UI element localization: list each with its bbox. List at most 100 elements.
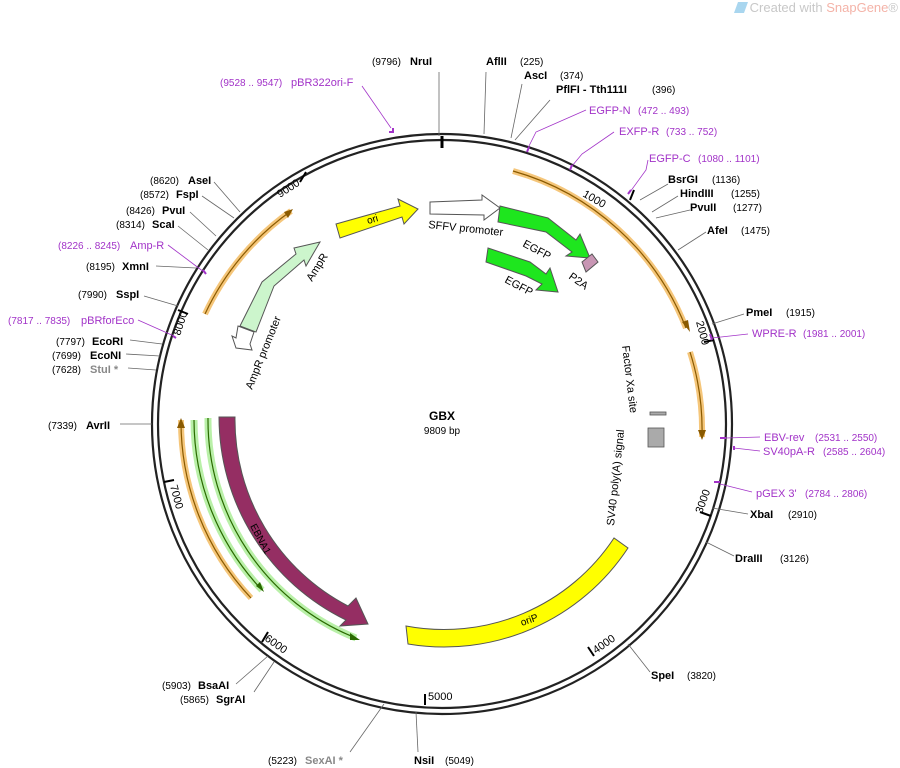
leader-scai [177, 225, 209, 251]
enzyme-name-asei: AseI [188, 175, 211, 187]
plasmid-name: GBX [429, 409, 455, 423]
enzyme-pos-nsii: (5049) [445, 756, 474, 767]
primer-name-amp-r: Amp-R [130, 240, 164, 252]
primer-range-egfp-c: (1080 .. 1101) [698, 154, 760, 165]
leader-sspi [143, 295, 179, 307]
leader-bsaai [235, 655, 269, 685]
watermark: Created with SnapGene® [733, 0, 898, 15]
tick-3000 [699, 511, 712, 517]
primer-leader-lines [137, 85, 761, 493]
enzyme-name-stui: StuI * [90, 364, 119, 376]
primer-name-ebv-rev: EBV-rev [764, 432, 805, 444]
watermark-brand: SnapGene [826, 0, 889, 15]
primer-name-sv40pa-r: SV40pA-R [763, 446, 815, 458]
primer-leader-egfp-c [629, 159, 649, 193]
primer-range-ebv-rev: (2531 .. 2550) [815, 433, 877, 444]
enzyme-pos-draiii: (3126) [780, 554, 809, 565]
primer-name-pbrforeco: pBRforEco [81, 315, 134, 327]
enzyme-name-avrii: AvrII [86, 420, 110, 432]
primer-mark-wpre-r [709, 333, 713, 341]
enzyme-name-sexai: SexAI * [305, 755, 344, 767]
primer-name-egfp-n: EGFP-N [589, 105, 631, 117]
enzyme-pos-pflfi-tth111i: (396) [652, 85, 675, 96]
primer-leader-wpre-r [711, 333, 749, 339]
orf-arc-2 [687, 351, 706, 438]
enzyme-pos-bsrgi: (1136) [712, 175, 740, 186]
primer-mark-pbr322ori-f [389, 128, 394, 133]
watermark-prefix: Created with [749, 0, 827, 15]
enzyme-name-draiii: DraIII [735, 553, 763, 565]
leader-pmei [711, 313, 745, 325]
enzyme-pos-xmni: (8195) [86, 262, 115, 273]
orf-arc-1-head [682, 320, 690, 332]
enzyme-pos-sexai: (5223) [268, 756, 297, 767]
enzyme-pos-econi: (7699) [52, 351, 81, 362]
leader-xmni [155, 265, 197, 269]
primer-leader-pgex3 [719, 483, 753, 493]
feature-label-p2a: P2A [566, 271, 590, 293]
enzyme-name-pflfi-tth111i: PflFI - Tth111I [556, 84, 627, 96]
feature-label-ori: ori [366, 213, 380, 227]
primer-leader-ebv-rev [725, 436, 761, 439]
feature-factor-xa-site [649, 411, 667, 416]
primer-mark-exfp-r [569, 164, 573, 171]
feature-label-sv40-polya-signal: SV40 poly(A) signal [605, 429, 627, 526]
feature-ebna1 [218, 416, 369, 627]
leader-aflii [483, 71, 487, 135]
tick-6000 [261, 631, 269, 643]
orf-arc-4-line [180, 419, 252, 599]
tick-1000 [629, 189, 635, 201]
enzyme-name-bsaai: BsaAI [198, 680, 229, 692]
enzyme-pos-sspi: (7990) [78, 290, 107, 301]
leader-pvui [189, 211, 217, 237]
enzyme-name-xmni: XmnI [122, 261, 149, 273]
leader-draiii [705, 541, 735, 557]
leader-econi [125, 353, 161, 357]
orf-arc-3-line [204, 210, 292, 315]
leader-fspi [201, 195, 235, 219]
feature-label-factor-xa-site: Factor Xa site [619, 345, 639, 414]
leader-spei [627, 643, 651, 673]
primer-name-wpre-r: WPRE-R [752, 328, 797, 340]
tick-label-9000: 9000 [275, 177, 302, 200]
orf-arc-2-head [698, 430, 706, 440]
orf-arc-3-head [284, 209, 293, 218]
enzyme-name-pmei: PmeI [746, 307, 772, 319]
scale-tick-labels: 1000 2000 3000 4000 5000 6000 7000 8000 … [167, 177, 713, 703]
leader-pflfi-tth111i [514, 99, 551, 141]
primer-mark-egfp-n [526, 146, 530, 153]
enzyme-pos-hindiii: (1255) [731, 189, 760, 200]
primer-mark-amp-r [202, 269, 207, 275]
primer-range-pbrforeco: (7817 .. 7835) [8, 316, 70, 327]
leader-asei [213, 181, 241, 213]
tick-label-3000: 3000 [694, 488, 714, 515]
tick-7000 [163, 479, 175, 483]
leader-bsrgi [639, 183, 669, 201]
feature-label-egfp-1: EGFP [521, 238, 553, 263]
enzyme-name-bsrgi: BsrGI [668, 174, 698, 186]
feature-orip [405, 537, 629, 648]
enzyme-pos-nrui: (9796) [372, 57, 401, 68]
primer-name-pbr322ori-f: pBR322ori-F [291, 77, 354, 89]
enzyme-pos-bsaai: (5903) [162, 681, 191, 692]
primer-labels: (9528 .. 9547) pBR322ori-F EGFP-N (472 .… [8, 77, 885, 500]
primer-range-wpre-r: (1981 .. 2001) [803, 329, 865, 340]
primer-leader-amp-r [167, 244, 205, 273]
tick-8000 [177, 309, 189, 315]
enzyme-name-aflii: AflII [486, 56, 507, 68]
leader-nsii [415, 711, 419, 753]
enzyme-pos-stui: (7628) [52, 365, 81, 376]
enzyme-pos-ecori: (7797) [56, 337, 85, 348]
leader-pvuii [655, 209, 691, 219]
primer-leader-sv40pa-r [733, 447, 761, 452]
orf-arc-4-head [177, 418, 185, 428]
primer-leader-pbr322ori-f [361, 85, 392, 129]
enzyme-pos-afei: (1475) [741, 226, 770, 237]
enzyme-labels: (9796) NruI AflII (225) AscI (374) PflFI… [48, 56, 817, 767]
feature-egfp-1 [497, 205, 591, 259]
enzyme-pos-pmei: (1915) [786, 308, 815, 319]
leader-afei [677, 231, 707, 251]
enzyme-pos-avrii: (7339) [48, 421, 77, 432]
primer-leader-pbrforeco [137, 319, 175, 337]
